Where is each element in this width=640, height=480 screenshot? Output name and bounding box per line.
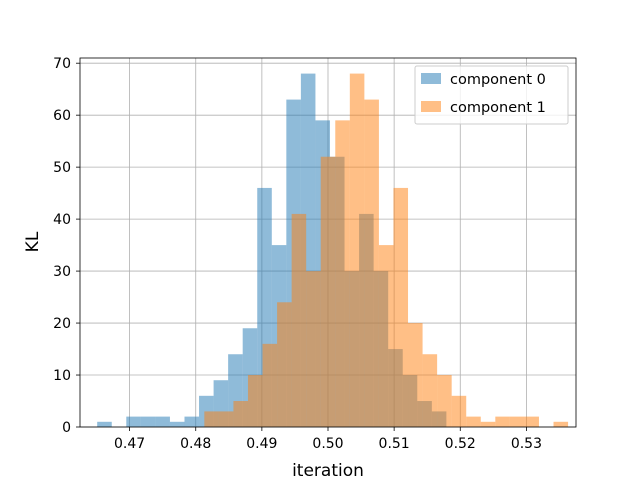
histogram-bar — [262, 343, 278, 427]
bars — [97, 73, 569, 428]
x-tick-label: 0.52 — [445, 436, 476, 452]
histogram-bar — [480, 421, 496, 427]
histogram-bar — [306, 271, 321, 427]
y-tick-label: 20 — [53, 316, 71, 332]
histogram-bar — [393, 187, 409, 427]
histogram-bar — [218, 411, 234, 427]
y-tick-label: 70 — [53, 56, 71, 72]
series-1-bars — [204, 73, 569, 428]
histogram-bar — [169, 421, 185, 427]
x-tick-label: 0.47 — [114, 436, 145, 452]
histogram-bar — [466, 416, 481, 427]
x-tick-label: 0.50 — [312, 436, 343, 452]
histogram-bar — [277, 302, 292, 427]
histogram-bar — [204, 411, 219, 427]
x-tick-label: 0.51 — [379, 436, 410, 452]
histogram-bar — [437, 375, 452, 427]
legend-label-component-0: component 0 — [450, 72, 546, 88]
histogram-bar — [184, 416, 200, 427]
x-axis-label: iteration — [292, 461, 364, 480]
histogram-bar — [495, 416, 510, 427]
legend-box — [414, 65, 569, 125]
histogram-bar — [335, 120, 350, 427]
histogram-bar — [126, 416, 141, 427]
x-tick-label: 0.49 — [246, 436, 277, 452]
x-tick-label: 0.48 — [180, 436, 211, 452]
y-axis-label: KL — [23, 231, 43, 252]
histogram-bar — [364, 99, 379, 428]
legend: component 0 component 1 — [414, 65, 569, 125]
legend-swatch-component-1 — [421, 101, 441, 112]
histogram-bar — [155, 416, 170, 427]
histogram-bar — [422, 354, 438, 427]
histogram-bar — [378, 245, 394, 427]
x-tick-label: 0.53 — [511, 436, 542, 452]
histogram-bar — [97, 421, 112, 427]
legend-label-component-1: component 1 — [450, 100, 546, 116]
histogram-bar — [524, 416, 539, 427]
histogram-bar — [451, 395, 467, 427]
y-tick-label: 10 — [53, 368, 71, 384]
histogram-bar — [140, 416, 156, 427]
y-tick-label: 30 — [53, 264, 71, 280]
histogram-bar — [349, 73, 365, 427]
y-tick-label: 50 — [53, 160, 71, 176]
histogram-bar — [247, 375, 263, 427]
histogram-bar — [408, 323, 423, 427]
y-ticks: 0 10 20 30 40 50 60 70 — [53, 56, 80, 436]
y-tick-label: 0 — [62, 420, 71, 436]
x-ticks: 0.47 0.48 0.49 0.50 0.51 0.52 0.53 — [114, 427, 542, 452]
y-tick-label: 60 — [53, 108, 71, 124]
histogram-bar — [553, 421, 569, 427]
histogram-bar — [320, 156, 336, 428]
y-tick-label: 40 — [53, 212, 71, 228]
histogram-bar — [291, 213, 307, 427]
histogram-bar — [233, 401, 248, 427]
histogram-bar — [509, 416, 525, 427]
legend-swatch-component-0 — [421, 73, 441, 84]
